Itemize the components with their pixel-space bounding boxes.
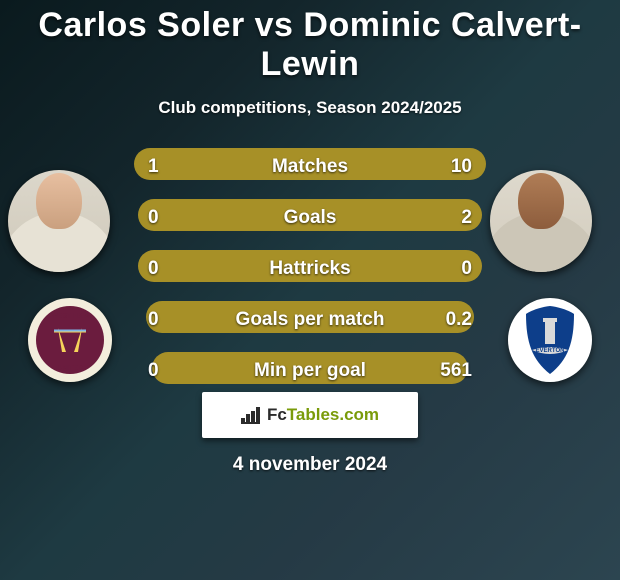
club-left-crest: WEST HAM UNITED xyxy=(28,298,112,382)
stat-bar: 00Hattricks xyxy=(134,250,486,287)
stat-left-value: 1 xyxy=(148,156,159,178)
stat-left-value: 0 xyxy=(148,309,159,331)
player-right-avatar xyxy=(490,170,592,272)
subtitle: Club competitions, Season 2024/2025 xyxy=(0,98,620,118)
svg-text:UNITED: UNITED xyxy=(57,365,83,372)
page-title: Carlos Soler vs Dominic Calvert-Lewin xyxy=(0,0,620,84)
date-label: 4 november 2024 xyxy=(0,454,620,476)
stat-left-value: 0 xyxy=(148,258,159,280)
stat-bar: 0561Min per goal xyxy=(134,352,486,389)
comparison-area: WEST HAMUNITED EVERTON 110Matches02Goals… xyxy=(0,148,620,378)
svg-text:EVERTON: EVERTON xyxy=(536,348,565,354)
player-left-avatar xyxy=(8,170,110,272)
stat-left-value: 0 xyxy=(148,360,159,382)
stat-right-value: 0.2 xyxy=(446,309,472,331)
stat-bars: 110Matches02Goals00Hattricks00.2Goals pe… xyxy=(134,148,486,403)
stat-right-value: 0 xyxy=(461,258,472,280)
brand-text: FcTables.com xyxy=(267,405,379,425)
stat-right-value: 561 xyxy=(440,360,472,382)
stat-bar: 110Matches xyxy=(134,148,486,185)
stat-bar: 02Goals xyxy=(134,199,486,236)
stat-right-value: 2 xyxy=(461,207,472,229)
stat-bar: 00.2Goals per match xyxy=(134,301,486,338)
bar-chart-icon xyxy=(241,406,261,424)
brand-text-fc: Fc xyxy=(267,405,287,424)
stat-left-value: 0 xyxy=(148,207,159,229)
brand-text-rest: Tables.com xyxy=(287,405,379,424)
svg-text:WEST HAM: WEST HAM xyxy=(51,313,89,320)
club-right-crest: EVERTON xyxy=(508,298,592,382)
stat-right-value: 10 xyxy=(451,156,472,178)
